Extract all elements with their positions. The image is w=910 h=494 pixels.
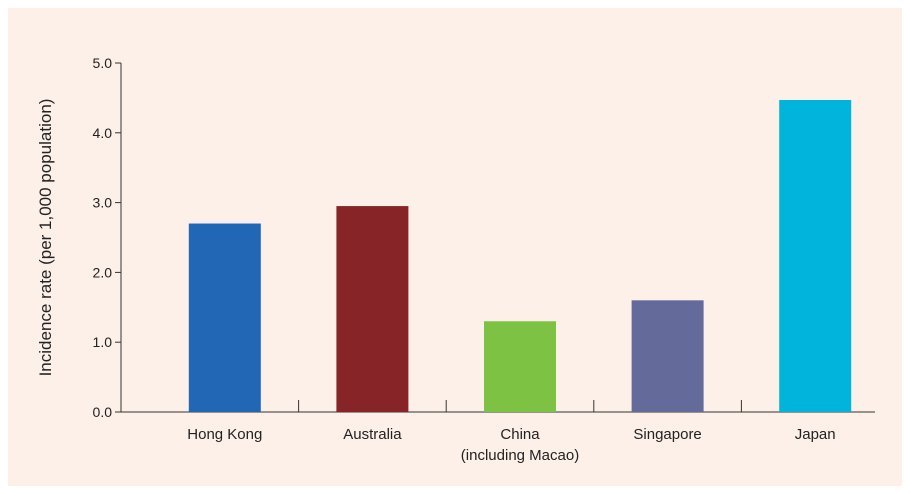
bar [188, 223, 261, 412]
x-ticks [298, 400, 742, 412]
x-category-label: Australia [343, 426, 402, 443]
bar-chart: 0.0 1.0 2.0 3.0 4.0 5.0 Hong Kong Australia Chi… [36, 55, 875, 464]
bar [631, 300, 704, 412]
y-tick-label: 5.0 [93, 55, 113, 71]
category-labels: Hong Kong Australia China (including Macao)… [187, 426, 835, 464]
bars [188, 99, 852, 412]
y-tick-label: 1.0 [93, 334, 113, 350]
bar [336, 206, 409, 412]
x-category-label: Hong Kong [187, 426, 262, 443]
y-tick-label: 3.0 [93, 195, 113, 211]
chart-frame: 0.0 1.0 2.0 3.0 4.0 5.0 Hong Kong Australia Chi… [8, 8, 902, 486]
bar [484, 321, 556, 412]
y-tick-label: 2.0 [93, 264, 113, 280]
y-axis-title: Incidence rate (per 1,000 population) [36, 99, 55, 377]
x-category-label: China (including Macao) [461, 426, 579, 464]
y-tick-label: 4.0 [93, 125, 113, 141]
x-category-label: Japan [795, 426, 836, 443]
y-ticks: 0.0 1.0 2.0 3.0 4.0 5.0 [93, 55, 121, 420]
bar [779, 99, 852, 412]
x-category-label: Singapore [633, 426, 701, 443]
y-tick-label: 0.0 [93, 404, 113, 420]
